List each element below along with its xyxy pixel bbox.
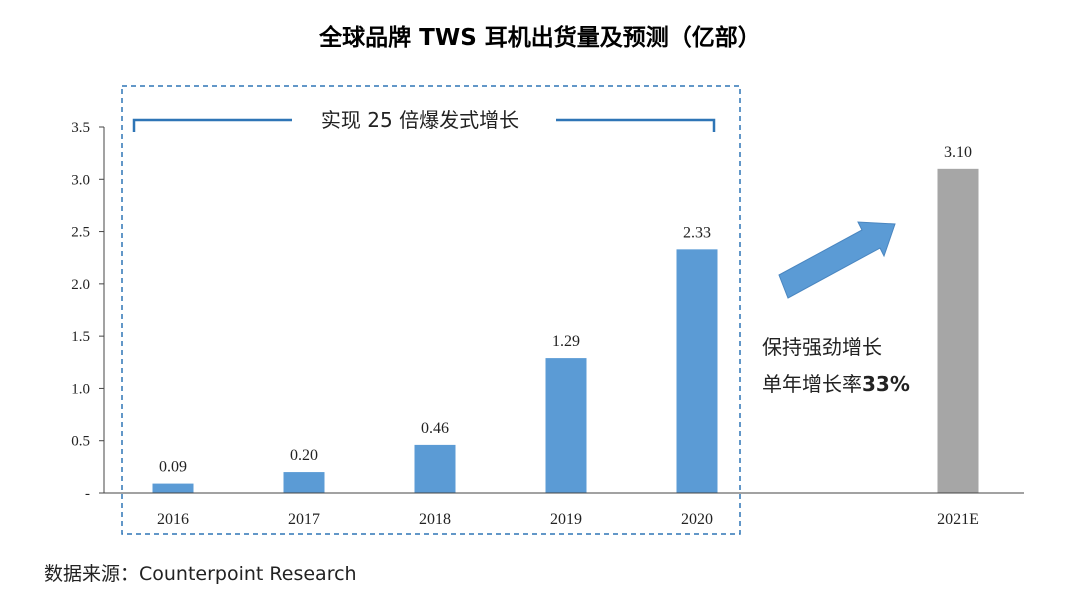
y-tick-label: 2.0: [71, 277, 90, 293]
chart-title: 全球品牌 TWS 耳机出货量及预测（亿部）: [318, 24, 761, 51]
data-label-2021E: 3.10: [944, 144, 972, 161]
x-tick-label: 2017: [288, 511, 320, 528]
y-tick-label: -: [85, 486, 90, 502]
data-label-2016: 0.09: [159, 459, 187, 476]
y-tick-label: 1.5: [71, 329, 90, 345]
bar-2020: [676, 249, 718, 493]
bar-2016: [152, 483, 194, 493]
y-tick-label: 3.5: [71, 120, 90, 136]
bars: 0.09 0.20 0.46 1.29 2.33 3.10: [152, 144, 979, 494]
data-label-2019: 1.29: [552, 333, 580, 350]
y-tick-label: 1.0: [71, 381, 90, 397]
y-tick-label: 2.5: [71, 225, 90, 241]
growth-annotation-line2: 单年增长率33%: [762, 372, 910, 396]
growth-arrow-icon: [778, 221, 896, 299]
bar-2019: [545, 358, 587, 493]
x-tick-label: 2016: [157, 511, 189, 528]
bar-2017: [283, 472, 325, 493]
bracket-left: [132, 118, 292, 132]
x-tick-label: 2018: [419, 511, 451, 528]
x-axis: 2016 2017 2018 2019 2020 2021E: [104, 492, 1024, 528]
bar-2021E: [937, 168, 979, 494]
growth-annotation-line1: 保持强劲增长: [762, 335, 882, 359]
growth-rate-value: 33%: [862, 372, 910, 396]
source-note: 数据来源：Counterpoint Research: [44, 563, 357, 585]
bar-2018: [414, 444, 456, 493]
y-axis: - 0.5 1.0 1.5 2.0 2.5 3.0 3.5: [71, 120, 105, 502]
bracket-annotation: 实现 25 倍爆发式增长: [321, 108, 519, 132]
growth-rate-label: 单年增长率: [762, 372, 862, 396]
y-tick-label: 0.5: [71, 434, 90, 450]
y-tick-label: 3.0: [71, 172, 90, 188]
x-tick-label: 2020: [681, 511, 713, 528]
data-label-2017: 0.20: [290, 447, 318, 464]
bracket-right: [556, 118, 716, 132]
x-tick-label: 2021E: [937, 511, 979, 528]
data-label-2020: 2.33: [683, 224, 711, 241]
data-label-2018: 0.46: [421, 420, 449, 437]
x-tick-label: 2019: [550, 511, 582, 528]
highlight-box: [121, 85, 741, 535]
